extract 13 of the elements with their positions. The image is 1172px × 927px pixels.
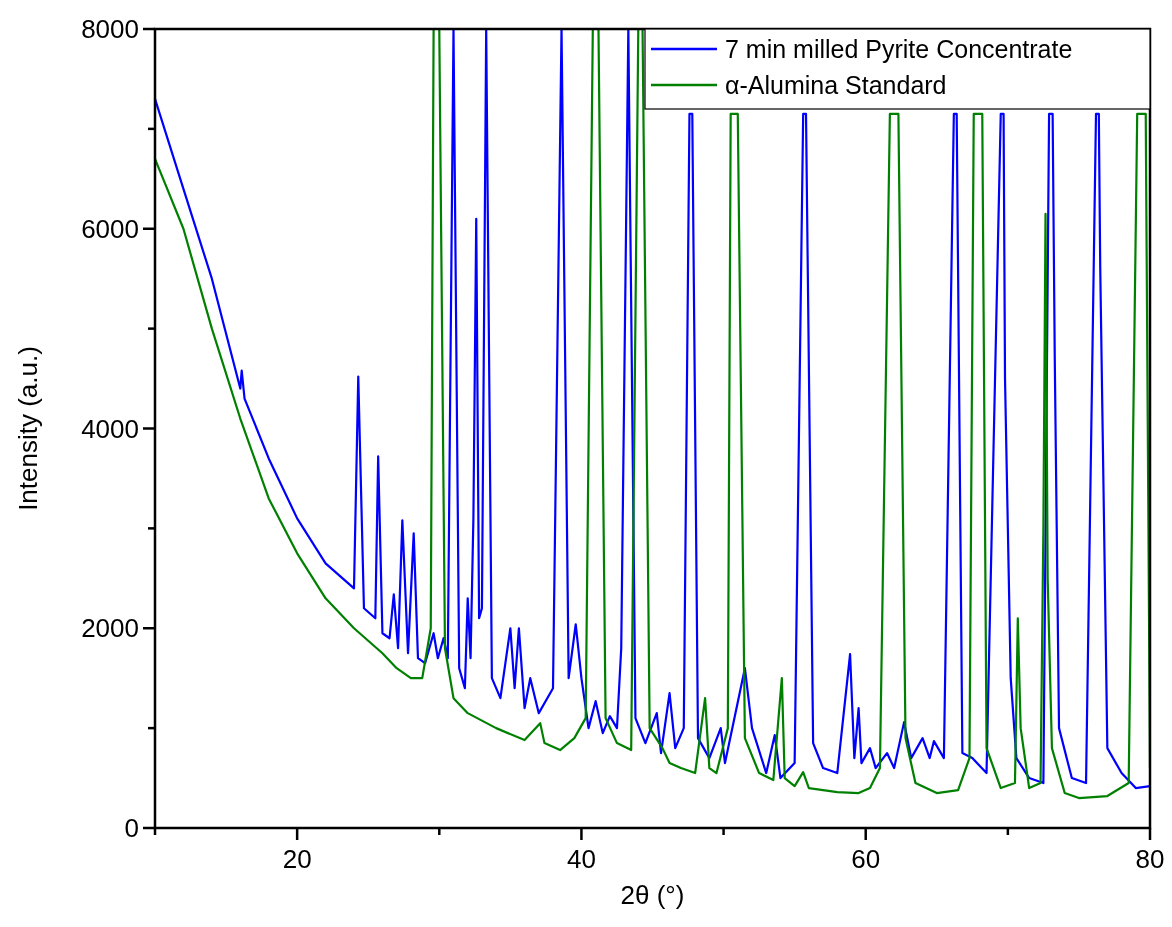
y-tick-label: 0 (124, 813, 139, 843)
y-tick-label: 2000 (81, 613, 139, 644)
y-tick-label: 4000 (81, 413, 139, 444)
x-tick-label: 20 (282, 844, 312, 874)
legend-label: 7 min milled Pyrite Concentrate (725, 35, 1073, 63)
legend-label: α-Alumina Standard (725, 71, 947, 99)
x-axis-title: 2θ (°) (620, 880, 685, 910)
x-tick-label: 40 (566, 844, 596, 874)
y-tick-label: 8000 (81, 14, 139, 44)
y-tick-label: 6000 (81, 213, 139, 244)
x-tick-label: 80 (1135, 844, 1165, 874)
y-axis-title: Intensity (a.u.) (13, 346, 43, 511)
x-tick-label: 60 (851, 844, 881, 874)
